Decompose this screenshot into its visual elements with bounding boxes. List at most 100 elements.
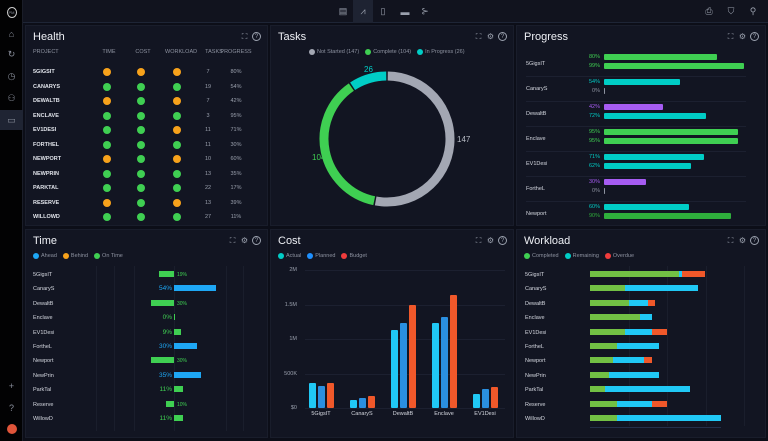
time-bar[interactable] bbox=[174, 343, 198, 349]
workload-bar-remaining[interactable] bbox=[616, 343, 660, 349]
donut-slice-complete[interactable] bbox=[319, 83, 376, 206]
help-icon[interactable]: ? bbox=[252, 32, 261, 41]
cost-bar-actual[interactable] bbox=[350, 399, 357, 408]
legend-item-on-time[interactable]: On Time bbox=[94, 253, 123, 259]
legend-not-started[interactable]: Not Started (147) bbox=[317, 49, 360, 55]
help-icon[interactable]: ? bbox=[750, 236, 759, 245]
help-icon[interactable]: ? bbox=[498, 236, 507, 245]
progress-bar[interactable] bbox=[604, 104, 664, 110]
table-row[interactable]: NEWPRIN 13 35% bbox=[26, 169, 269, 180]
expand-icon[interactable]: ⛶ bbox=[229, 235, 236, 245]
table-row[interactable]: EV1DESI 11 71% bbox=[26, 126, 269, 136]
workload-bar-completed[interactable] bbox=[590, 271, 679, 277]
time-bar[interactable] bbox=[174, 314, 175, 321]
briefcase-icon[interactable]: ▭ bbox=[0, 110, 23, 130]
home-icon[interactable]: ⌂ bbox=[8, 29, 15, 39]
help-icon[interactable]: ? bbox=[8, 403, 14, 413]
legend-complete[interactable]: Complete (104) bbox=[373, 49, 412, 55]
time-bar[interactable] bbox=[174, 285, 217, 292]
column-header[interactable]: PROJECT bbox=[33, 49, 59, 55]
cost-bar-planned[interactable] bbox=[400, 323, 407, 408]
workload-bar-remaining[interactable] bbox=[624, 328, 652, 335]
expand-icon[interactable]: ⛶ bbox=[727, 235, 734, 245]
cost-bar-budget[interactable] bbox=[327, 383, 334, 408]
expand-icon[interactable]: ⛶ bbox=[475, 235, 482, 245]
settings-icon[interactable]: ⚙ bbox=[486, 236, 495, 245]
settings-icon[interactable]: ⚙ bbox=[486, 32, 495, 41]
table-row[interactable]: PARKTAL 22 17% bbox=[26, 184, 269, 194]
cost-bar-actual[interactable] bbox=[309, 383, 316, 408]
workload-bar-overdue[interactable] bbox=[651, 400, 667, 407]
column-header[interactable]: PROGRESS bbox=[220, 49, 252, 55]
dashboard-icon[interactable]: ⩘ bbox=[353, 0, 373, 23]
legend-item-completed[interactable]: Completed bbox=[524, 253, 559, 259]
progress-bar[interactable] bbox=[604, 113, 706, 119]
expand-icon[interactable]: ⛶ bbox=[727, 31, 734, 41]
workload-bar-remaining[interactable] bbox=[628, 299, 648, 306]
table-row[interactable]: NEWPORT 10 60% bbox=[26, 155, 269, 165]
progress-bar[interactable] bbox=[604, 63, 744, 69]
table-row[interactable]: WILLOWD 27 11% bbox=[26, 213, 269, 223]
legend-item-planned[interactable]: Planned bbox=[307, 253, 335, 259]
progress-bar[interactable] bbox=[604, 213, 731, 219]
cost-bar-actual[interactable] bbox=[391, 330, 398, 408]
cost-bar-planned[interactable] bbox=[359, 397, 366, 408]
time-bar[interactable] bbox=[174, 415, 183, 421]
legend-item-actual[interactable]: Actual bbox=[278, 253, 301, 259]
table-row[interactable]: ENCLAVE 3 95% bbox=[26, 111, 269, 122]
workload-bar-completed[interactable] bbox=[590, 343, 617, 349]
notification-icon[interactable]: ↻ bbox=[7, 48, 16, 59]
legend-item-ahead[interactable]: Ahead bbox=[33, 253, 57, 259]
workload-bar-completed[interactable] bbox=[590, 328, 625, 335]
progress-bar[interactable] bbox=[604, 129, 738, 135]
time-bar[interactable] bbox=[159, 271, 174, 277]
filter-icon[interactable]: ⛉ bbox=[727, 6, 735, 16]
avatar[interactable] bbox=[0, 419, 23, 439]
table-row[interactable]: RESERVE 13 39% bbox=[26, 198, 269, 209]
cost-bar-budget[interactable] bbox=[409, 304, 416, 408]
cost-bar-budget[interactable] bbox=[450, 294, 457, 408]
workload-bar-completed[interactable] bbox=[590, 371, 610, 378]
settings-icon[interactable]: ⚙ bbox=[738, 32, 747, 41]
workload-bar-completed[interactable] bbox=[590, 299, 629, 306]
progress-bar[interactable] bbox=[604, 138, 738, 144]
help-icon[interactable]: ? bbox=[750, 32, 759, 41]
table-row[interactable]: CANARYS 19 54% bbox=[26, 82, 269, 93]
time-bar[interactable] bbox=[174, 386, 183, 393]
table-row[interactable]: 5GIGSIT 7 80% bbox=[26, 68, 269, 78]
workload-bar-completed[interactable] bbox=[590, 314, 641, 321]
column-header[interactable]: COST bbox=[135, 49, 151, 55]
table-row[interactable]: FORTHEL 11 30% bbox=[26, 140, 269, 151]
progress-bar[interactable] bbox=[604, 188, 605, 194]
donut-slice-not-started[interactable] bbox=[374, 71, 455, 207]
logo[interactable]: PM bbox=[0, 2, 23, 22]
table-row[interactable]: DEWALTB 7 42% bbox=[26, 97, 269, 107]
workload-bar-remaining[interactable] bbox=[605, 386, 691, 393]
board-icon[interactable]: ▤ bbox=[338, 6, 348, 16]
cost-bar-actual[interactable] bbox=[473, 393, 480, 408]
time-bar[interactable] bbox=[166, 400, 174, 407]
workload-bar-remaining[interactable] bbox=[616, 415, 721, 421]
workload-bar-remaining[interactable] bbox=[678, 271, 683, 277]
expand-icon[interactable]: ⛶ bbox=[241, 31, 248, 41]
legend-item-overdue[interactable]: Overdue bbox=[604, 253, 634, 259]
clipboard-icon[interactable]: ▯ bbox=[380, 6, 386, 16]
settings-icon[interactable]: ⚙ bbox=[738, 236, 747, 245]
team-icon[interactable]: ⚇ bbox=[7, 92, 16, 103]
column-header[interactable]: TASKS bbox=[205, 49, 223, 55]
progress-bar[interactable] bbox=[604, 204, 689, 210]
plus-icon[interactable]: + bbox=[8, 381, 15, 391]
time-bar[interactable] bbox=[174, 328, 182, 335]
help-icon[interactable]: ? bbox=[252, 236, 261, 245]
clock-icon[interactable]: ◷ bbox=[7, 70, 16, 81]
progress-bar[interactable] bbox=[604, 54, 717, 60]
workload-bar-overdue[interactable] bbox=[682, 271, 706, 277]
workload-bar-remaining[interactable] bbox=[640, 314, 652, 321]
print-icon[interactable]: ⎙ bbox=[705, 6, 713, 16]
workload-bar-remaining[interactable] bbox=[613, 357, 644, 364]
flow-icon[interactable]: ⊱ bbox=[421, 6, 429, 16]
workload-bar-overdue[interactable] bbox=[651, 328, 667, 335]
time-bar[interactable] bbox=[150, 299, 174, 306]
progress-bar[interactable] bbox=[604, 88, 605, 94]
workload-bar-remaining[interactable] bbox=[609, 371, 660, 378]
